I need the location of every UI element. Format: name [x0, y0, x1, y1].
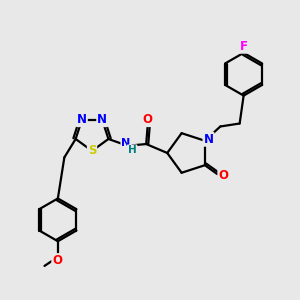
- Text: N: N: [203, 133, 213, 146]
- Text: S: S: [88, 144, 96, 158]
- Text: N: N: [97, 113, 107, 126]
- Text: H: H: [128, 145, 136, 155]
- Text: O: O: [218, 169, 228, 182]
- Text: O: O: [143, 113, 153, 126]
- Text: F: F: [240, 40, 248, 53]
- Text: N: N: [77, 113, 87, 126]
- Text: N: N: [121, 137, 130, 148]
- Text: O: O: [52, 254, 62, 267]
